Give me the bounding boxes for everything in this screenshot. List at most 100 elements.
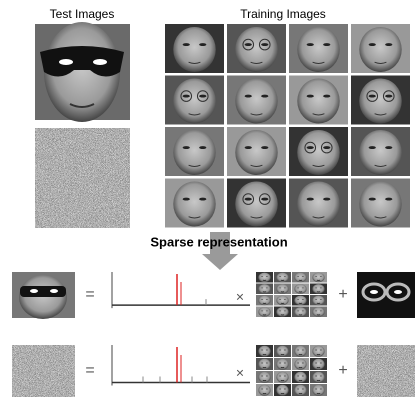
equals-sign: = [85, 286, 94, 303]
test-image-occluded [35, 22, 130, 122]
residual-noise [357, 345, 415, 397]
eye [302, 276, 304, 277]
eye [245, 198, 252, 201]
face [256, 295, 273, 306]
test-thumb-corrupted [12, 345, 75, 397]
eye [307, 43, 314, 46]
eye [261, 350, 263, 351]
eye [266, 363, 268, 364]
face [310, 272, 327, 283]
glare [30, 289, 38, 293]
eye [385, 146, 392, 149]
face [274, 371, 291, 383]
eye [261, 363, 263, 364]
face [351, 24, 410, 73]
eye [266, 389, 268, 390]
eye [302, 389, 304, 390]
eye [183, 43, 190, 46]
eye [297, 350, 299, 351]
eye [369, 146, 376, 149]
face [256, 371, 273, 383]
equations: =×+=×+ [12, 272, 415, 397]
residual [357, 272, 415, 318]
eye [315, 350, 317, 351]
eye [302, 350, 304, 351]
eye [284, 363, 286, 364]
eye [297, 299, 299, 300]
figure: Test Images Training Images Sparse repre… [0, 0, 417, 405]
eye [369, 43, 376, 46]
test-thumb [12, 272, 75, 319]
eye [323, 95, 330, 98]
eye [261, 43, 268, 46]
face-oval [359, 78, 401, 123]
eye [297, 389, 299, 390]
eye [279, 276, 281, 277]
eye [279, 389, 281, 390]
eye [245, 95, 252, 98]
face [165, 127, 224, 176]
eye [284, 276, 286, 277]
face [165, 76, 224, 125]
eye [315, 363, 317, 364]
face [256, 272, 273, 283]
eye [279, 350, 281, 351]
face-oval [173, 130, 215, 175]
face [351, 76, 410, 125]
eye [199, 146, 206, 149]
eye [261, 276, 263, 277]
eye [279, 299, 281, 300]
eye [297, 363, 299, 364]
face [274, 358, 291, 370]
face [274, 272, 291, 283]
eye [385, 43, 392, 46]
eye [307, 95, 314, 98]
face [351, 179, 410, 228]
face [256, 284, 273, 295]
eye [245, 43, 252, 46]
eye [284, 311, 286, 312]
sunglasses [20, 286, 66, 297]
eye [297, 311, 299, 312]
eye [183, 146, 190, 149]
face [227, 76, 286, 125]
eye [266, 299, 268, 300]
face [310, 371, 327, 383]
eye [320, 350, 322, 351]
test-images-label: Test Images [50, 7, 115, 21]
eye [284, 299, 286, 300]
face [310, 284, 327, 295]
face [292, 345, 309, 357]
face [274, 284, 291, 295]
eye [284, 288, 286, 289]
face-oval [297, 181, 339, 226]
eye [302, 376, 304, 377]
face [256, 358, 273, 370]
face-oval [235, 78, 277, 123]
eye [315, 288, 317, 289]
eye [183, 198, 190, 201]
eye [369, 198, 376, 201]
face [165, 24, 224, 73]
eye [302, 363, 304, 364]
eye [261, 376, 263, 377]
eye [261, 198, 268, 201]
face [310, 295, 327, 306]
glare [370, 290, 378, 294]
eye [320, 299, 322, 300]
face [227, 127, 286, 176]
face-oval [235, 27, 277, 72]
eye [297, 276, 299, 277]
eye [266, 376, 268, 377]
face [292, 358, 309, 370]
times-sign: × [236, 365, 244, 381]
plus-sign: + [338, 362, 347, 379]
eye [279, 311, 281, 312]
face-oval [359, 181, 401, 226]
eye [307, 198, 314, 201]
face [274, 307, 291, 318]
glare [50, 289, 58, 293]
face [292, 384, 309, 396]
eye [266, 288, 268, 289]
eye [199, 198, 206, 201]
